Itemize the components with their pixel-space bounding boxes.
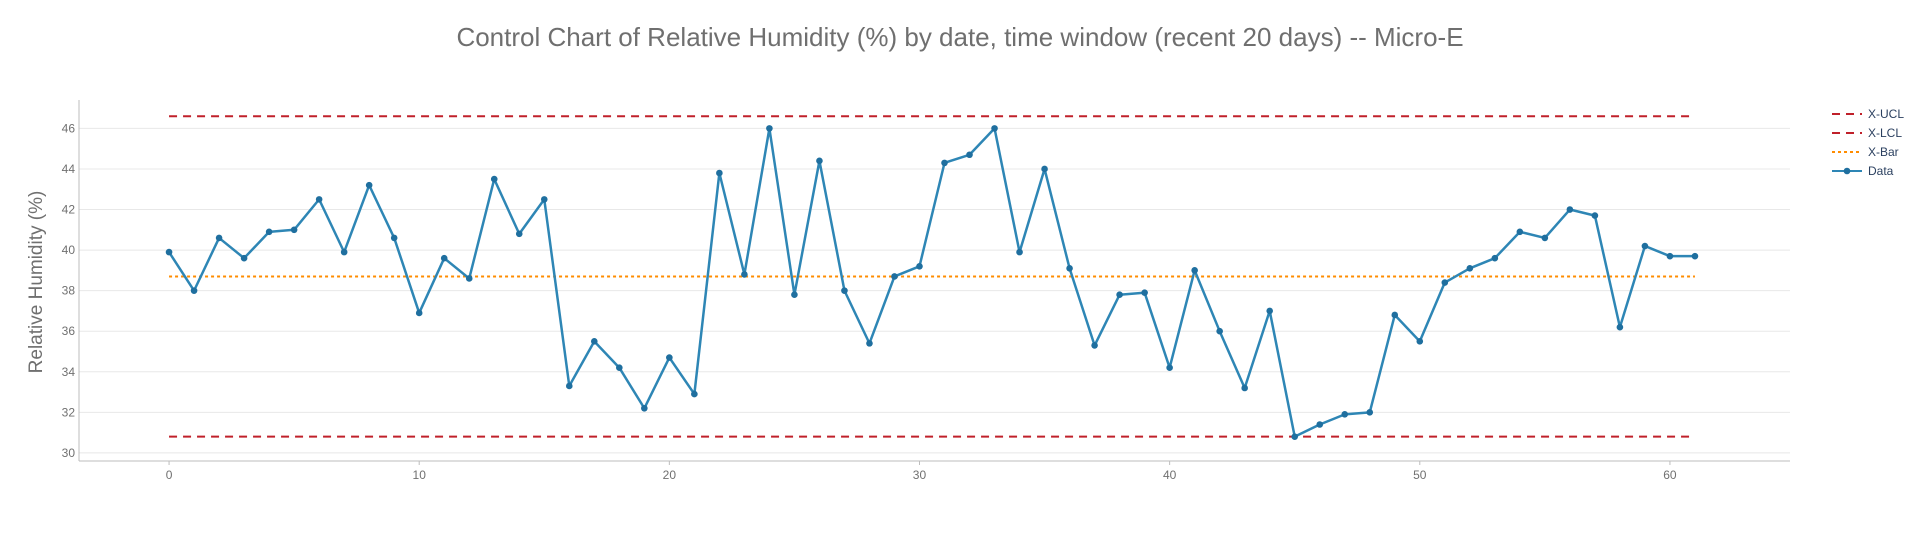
- x-tick-label: 50: [1413, 468, 1427, 482]
- x-tick-label: 60: [1663, 468, 1677, 482]
- data-point[interactable]: [916, 263, 923, 270]
- legend-marker: [1843, 167, 1851, 175]
- y-tick-label: 42: [62, 203, 76, 217]
- legend-item-data[interactable]: Data: [1832, 164, 1894, 178]
- y-axis-title: Relative Humidity (%): [26, 191, 47, 374]
- data-point[interactable]: [215, 234, 223, 242]
- x-tick-label: 40: [1163, 468, 1177, 482]
- data-point[interactable]: [741, 271, 748, 278]
- data-point[interactable]: [1041, 165, 1048, 173]
- data-series: [165, 125, 1699, 440]
- axes: [78, 100, 1790, 462]
- data-point[interactable]: [1491, 254, 1499, 262]
- data-point[interactable]: [666, 354, 673, 361]
- data-point[interactable]: [1466, 265, 1474, 272]
- data-point[interactable]: [490, 175, 498, 183]
- data-point[interactable]: [515, 230, 523, 238]
- y-tick-label: 38: [62, 284, 76, 298]
- data-point[interactable]: [591, 338, 598, 345]
- data-point[interactable]: [1591, 212, 1599, 219]
- data-point[interactable]: [1066, 265, 1073, 272]
- data-point[interactable]: [766, 125, 773, 132]
- legend-item-x-bar[interactable]: X-Bar: [1832, 145, 1899, 159]
- x-tick-label: 10: [413, 468, 427, 482]
- data-point[interactable]: [691, 390, 698, 398]
- data-point[interactable]: [1216, 327, 1223, 335]
- data-point[interactable]: [1316, 421, 1324, 428]
- data-point[interactable]: [165, 248, 173, 256]
- x-tick-labels: 0 10 20 30 40 50 60: [166, 468, 1677, 482]
- legend-label: X-Bar: [1868, 145, 1899, 159]
- data-point[interactable]: [390, 234, 398, 242]
- control-limit-lines: [169, 115, 1695, 438]
- data-point[interactable]: [1366, 409, 1374, 416]
- grid-lines: [79, 127, 1790, 465]
- data-point[interactable]: [891, 273, 898, 280]
- data-point[interactable]: [1191, 267, 1198, 274]
- legend-label: X-LCL: [1868, 126, 1902, 140]
- data-point[interactable]: [941, 159, 948, 167]
- legend[interactable]: X-UCL X-LCL X-Bar Data: [1832, 107, 1904, 178]
- data-point[interactable]: [1391, 311, 1399, 319]
- data-point[interactable]: [991, 125, 998, 132]
- data-point[interactable]: [240, 254, 248, 262]
- data-point[interactable]: [841, 287, 848, 294]
- data-point[interactable]: [565, 382, 573, 390]
- data-point[interactable]: [1516, 228, 1524, 236]
- y-tick-label: 44: [62, 162, 76, 176]
- series-data-line: [168, 127, 1695, 438]
- y-tick-label: 32: [62, 405, 76, 419]
- data-point[interactable]: [1166, 364, 1173, 372]
- data-point[interactable]: [1416, 338, 1424, 345]
- data-point[interactable]: [415, 309, 423, 317]
- data-point[interactable]: [866, 340, 873, 347]
- y-tick-label: 46: [62, 121, 76, 135]
- y-tick-label: 36: [62, 324, 76, 338]
- legend-item-x-lcl[interactable]: X-LCL: [1832, 126, 1902, 140]
- data-point[interactable]: [465, 275, 473, 282]
- data-point[interactable]: [1441, 279, 1449, 286]
- data-point[interactable]: [1691, 252, 1699, 260]
- data-point[interactable]: [315, 196, 323, 203]
- data-point[interactable]: [440, 254, 448, 262]
- legend-label: Data: [1868, 164, 1894, 178]
- data-point[interactable]: [816, 157, 823, 165]
- x-tick-label: 0: [166, 468, 173, 482]
- data-point[interactable]: [1091, 342, 1098, 349]
- data-point[interactable]: [1666, 252, 1674, 260]
- data-point[interactable]: [1616, 323, 1624, 331]
- data-point[interactable]: [540, 196, 548, 203]
- x-tick-label: 30: [913, 468, 927, 482]
- data-point[interactable]: [290, 226, 298, 234]
- data-point[interactable]: [1116, 291, 1123, 298]
- data-point[interactable]: [1541, 234, 1549, 242]
- y-tick-label: 34: [62, 365, 76, 379]
- data-point[interactable]: [340, 248, 348, 256]
- data-point[interactable]: [365, 181, 373, 189]
- y-tick-label: 30: [62, 446, 76, 460]
- y-tick-labels: 30 32 34 36 38 40 42 44 46: [62, 121, 76, 459]
- data-point[interactable]: [1341, 411, 1349, 418]
- data-point[interactable]: [1141, 289, 1148, 296]
- y-tick-label: 40: [62, 243, 76, 257]
- data-point[interactable]: [966, 151, 973, 159]
- data-point[interactable]: [1566, 206, 1574, 213]
- data-point[interactable]: [1641, 242, 1649, 250]
- data-point[interactable]: [1266, 307, 1273, 315]
- data-point[interactable]: [1241, 384, 1248, 392]
- legend-item-x-ucl[interactable]: X-UCL: [1832, 107, 1904, 121]
- chart-title: Control Chart of Relative Humidity (%) b…: [456, 22, 1464, 52]
- data-point[interactable]: [716, 169, 723, 177]
- data-point[interactable]: [265, 228, 273, 236]
- data-point[interactable]: [641, 404, 648, 412]
- data-point[interactable]: [616, 364, 623, 372]
- data-point[interactable]: [791, 291, 798, 298]
- x-tick-label: 20: [663, 468, 677, 482]
- data-point[interactable]: [190, 287, 198, 294]
- legend-label: X-UCL: [1868, 107, 1904, 121]
- data-point[interactable]: [1016, 248, 1023, 256]
- data-point[interactable]: [1291, 433, 1299, 440]
